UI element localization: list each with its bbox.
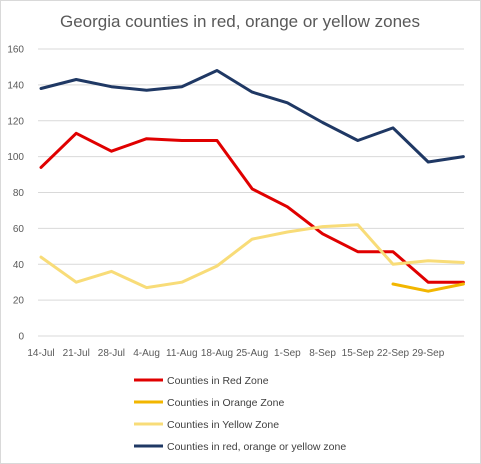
series-line-1: [391, 282, 465, 293]
legend: Counties in Red Zone Counties in Orange Z…: [134, 375, 346, 453]
y-tick-label: 0: [18, 332, 24, 343]
y-tick-label: 140: [7, 80, 24, 91]
legend-label: Counties in Yellow Zone: [167, 419, 279, 431]
y-tick-label: 160: [7, 45, 24, 56]
x-tick-label: 14-Jul: [27, 348, 54, 359]
legend-label: Counties in Red Zone: [167, 375, 269, 387]
series-line-2: [39, 223, 465, 290]
x-tick-label: 21-Jul: [63, 348, 90, 359]
legend-label: Counties in red, orange or yellow zone: [167, 441, 346, 453]
y-tick-label: 20: [13, 296, 25, 307]
x-tick-label: 18-Aug: [201, 348, 233, 359]
y-tick-label: 60: [13, 224, 25, 235]
x-tick-label: 25-Aug: [236, 348, 268, 359]
gridlines: [38, 48, 464, 337]
x-tick-label: 4-Aug: [133, 348, 160, 359]
x-tick-label: 29-Sep: [412, 348, 445, 359]
series-line-3: [39, 69, 465, 164]
x-tick-label: 11-Aug: [166, 348, 198, 359]
x-tick-label: 1-Sep: [274, 348, 301, 359]
y-tick-label: 80: [13, 188, 25, 199]
plot-series: [39, 69, 465, 293]
series-line-0: [39, 131, 465, 284]
x-tick-label: 15-Sep: [342, 348, 375, 359]
x-axis: 14-Jul 21-Jul 28-Jul 4-Aug 11-Aug 18-Aug 25-Au…: [27, 348, 444, 359]
y-tick-label: 40: [13, 260, 25, 271]
x-tick-label: 22-Sep: [377, 348, 410, 359]
y-tick-label: 120: [7, 116, 24, 127]
x-tick-label: 28-Jul: [98, 348, 125, 359]
y-axis: 0 20 40 60 80 100 120 140 160: [7, 45, 24, 343]
y-tick-label: 100: [7, 152, 24, 163]
x-tick-label: 8-Sep: [309, 348, 336, 359]
legend-label: Counties in Orange Zone: [167, 397, 284, 409]
chart-title: Georgia counties in red, orange or yello…: [60, 12, 420, 31]
